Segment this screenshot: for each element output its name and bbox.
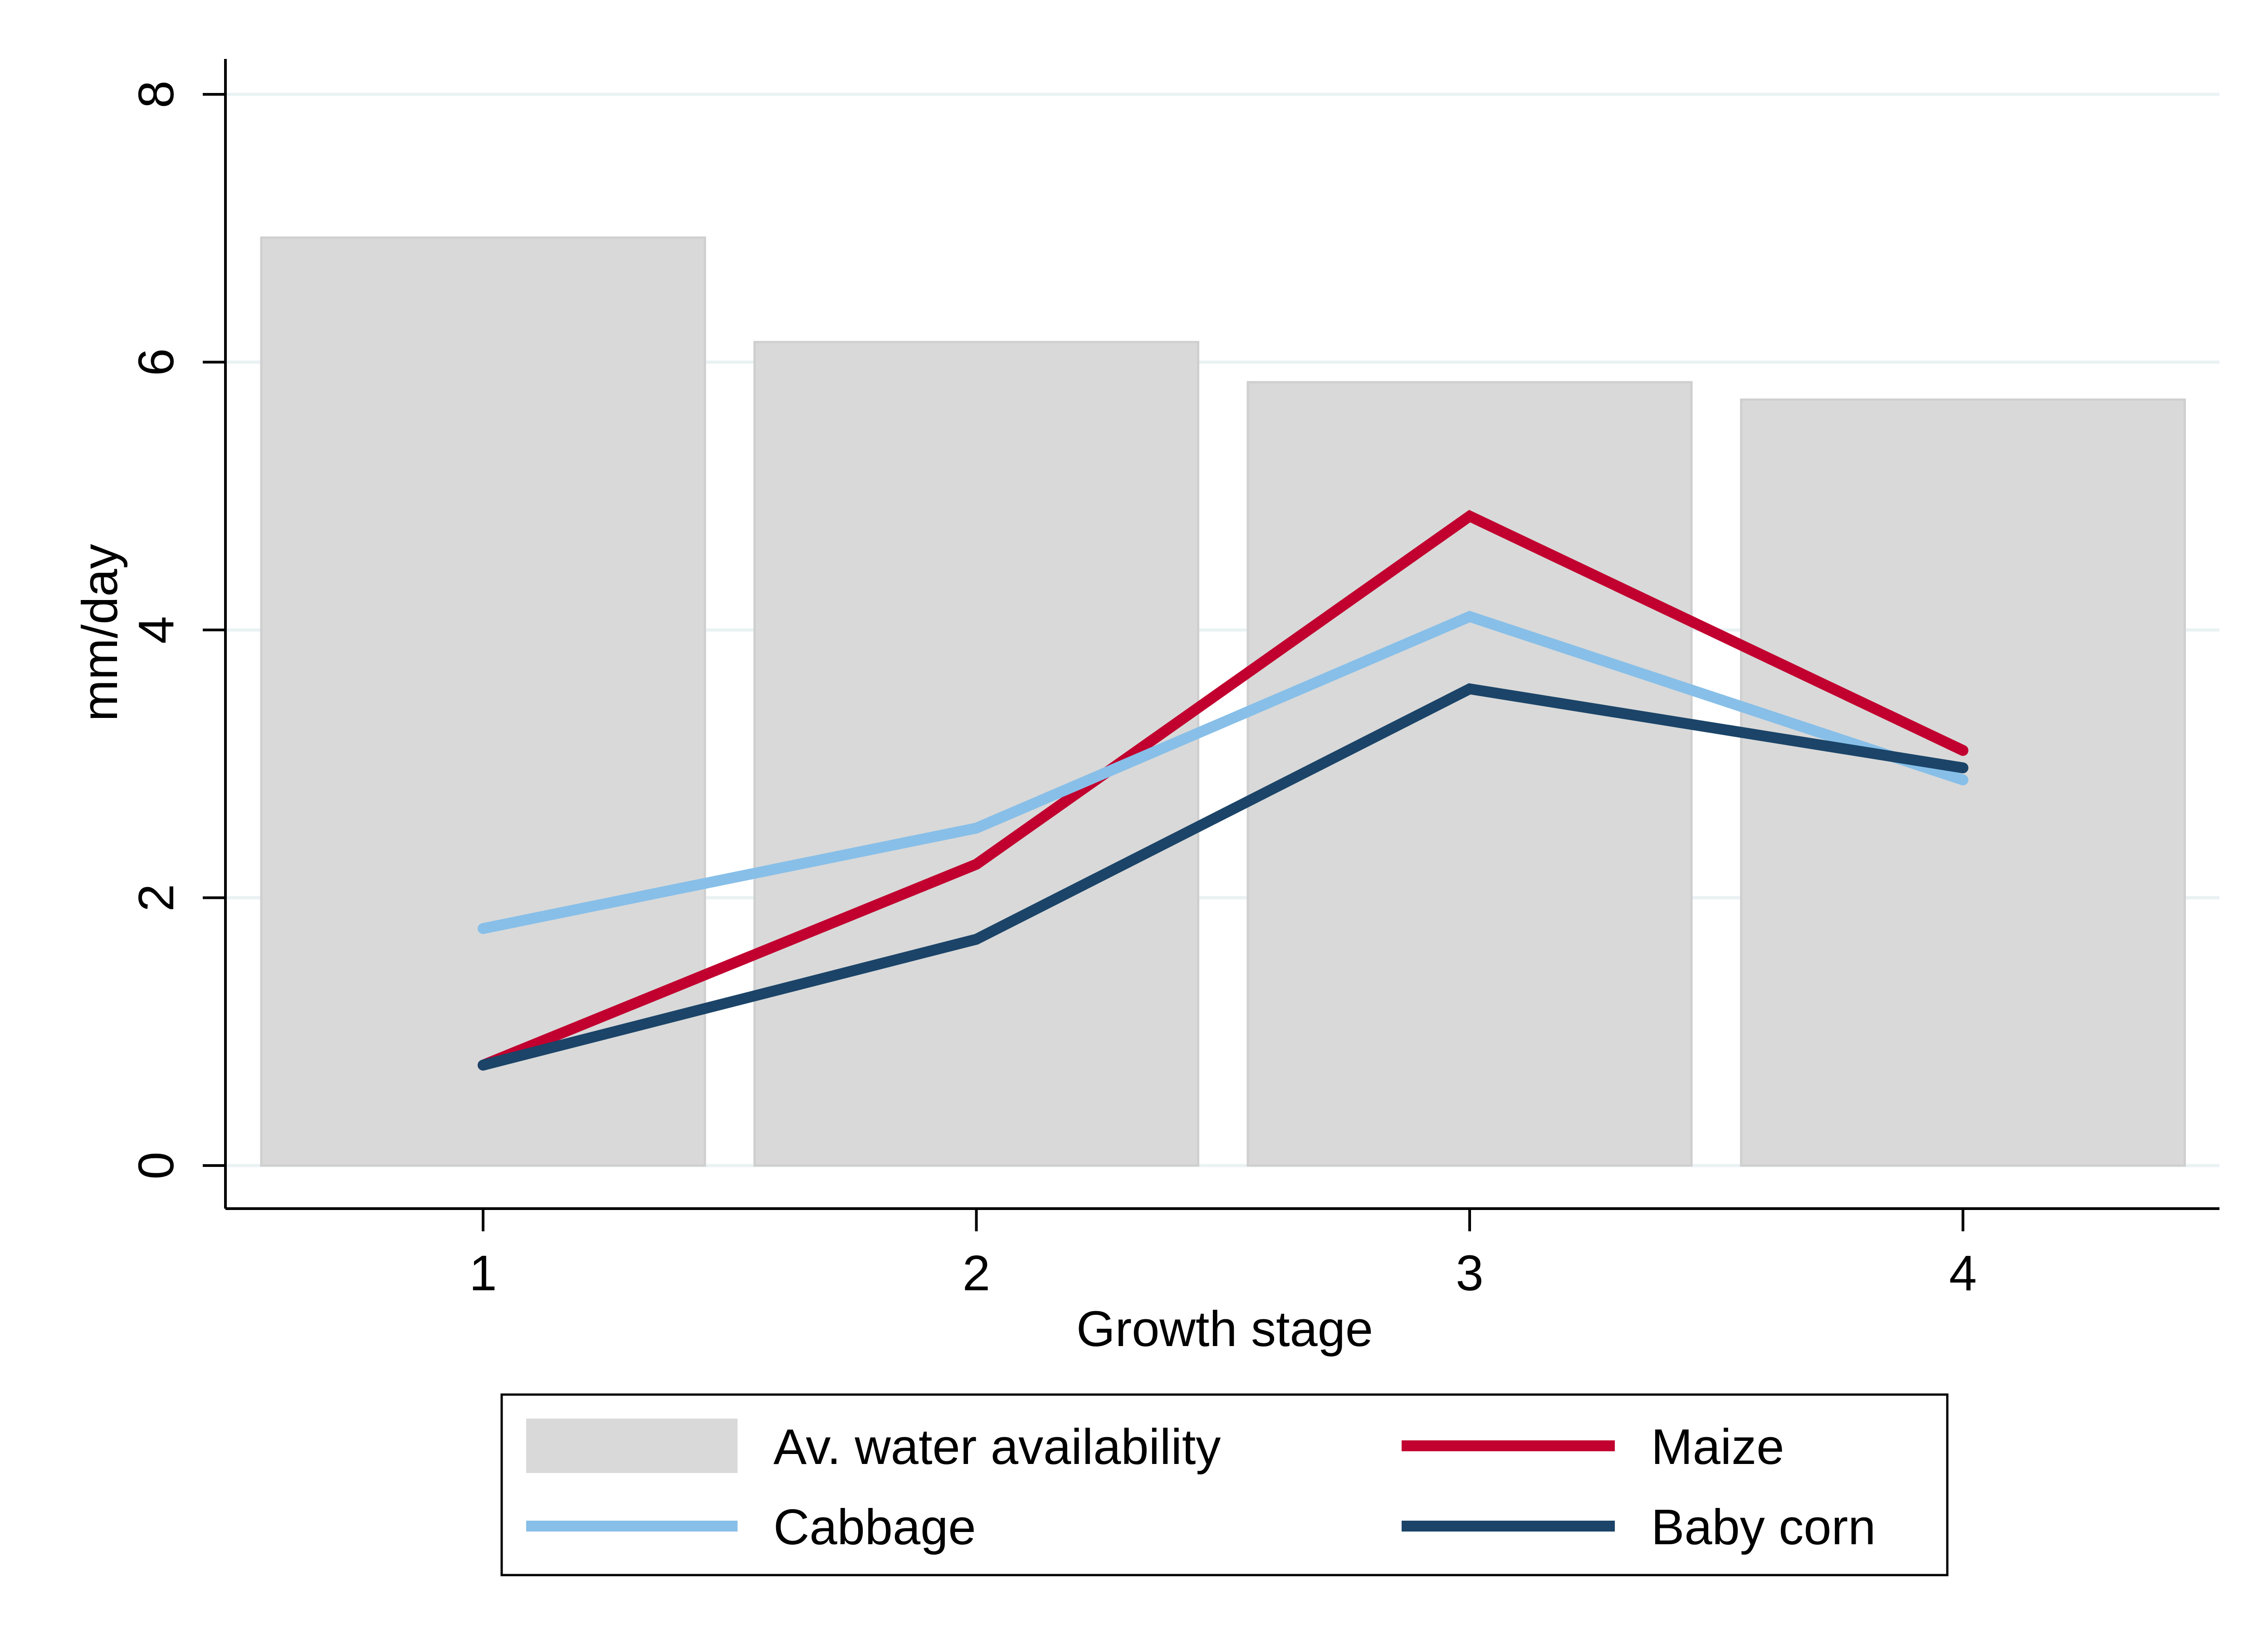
y-tick-label: 4 xyxy=(128,616,184,644)
x-tick-label: 4 xyxy=(1949,1245,1977,1301)
y-tick-label: 2 xyxy=(128,884,184,912)
y-axis-title: mm/day xyxy=(72,544,128,721)
series-line-baby-corn xyxy=(478,683,1969,1071)
bars xyxy=(260,236,2186,1167)
y-tick-label: 8 xyxy=(128,80,184,108)
x-tick-label: 1 xyxy=(469,1245,497,1301)
legend-swatch-bars xyxy=(526,1419,738,1473)
legend: Av. water availability Maize Cabbage Bab… xyxy=(500,1393,1949,1576)
x-axis-title: Growth stage xyxy=(1076,1301,1373,1357)
series-line-maize xyxy=(478,510,1969,1071)
series-line-cabbage xyxy=(478,610,1969,934)
bar xyxy=(1246,381,1693,1167)
x-ticks: 1 2 3 4 xyxy=(469,1209,1977,1301)
legend-label-bars: Av. water availability xyxy=(773,1419,1221,1475)
legend-box xyxy=(500,1393,1949,1576)
legend-label-baby-corn: Baby corn xyxy=(1651,1499,1876,1555)
y-tick-label: 0 xyxy=(128,1151,184,1179)
bar xyxy=(260,236,706,1167)
x-tick-label: 3 xyxy=(1456,1245,1483,1301)
legend-label-cabbage: Cabbage xyxy=(773,1499,976,1555)
x-tick-label: 2 xyxy=(963,1245,990,1301)
legend-label-maize: Maize xyxy=(1651,1419,1784,1475)
y-ticks: 0 2 4 6 8 xyxy=(128,80,225,1180)
y-tick-label: 6 xyxy=(128,348,184,376)
series-lines xyxy=(478,510,1969,1071)
